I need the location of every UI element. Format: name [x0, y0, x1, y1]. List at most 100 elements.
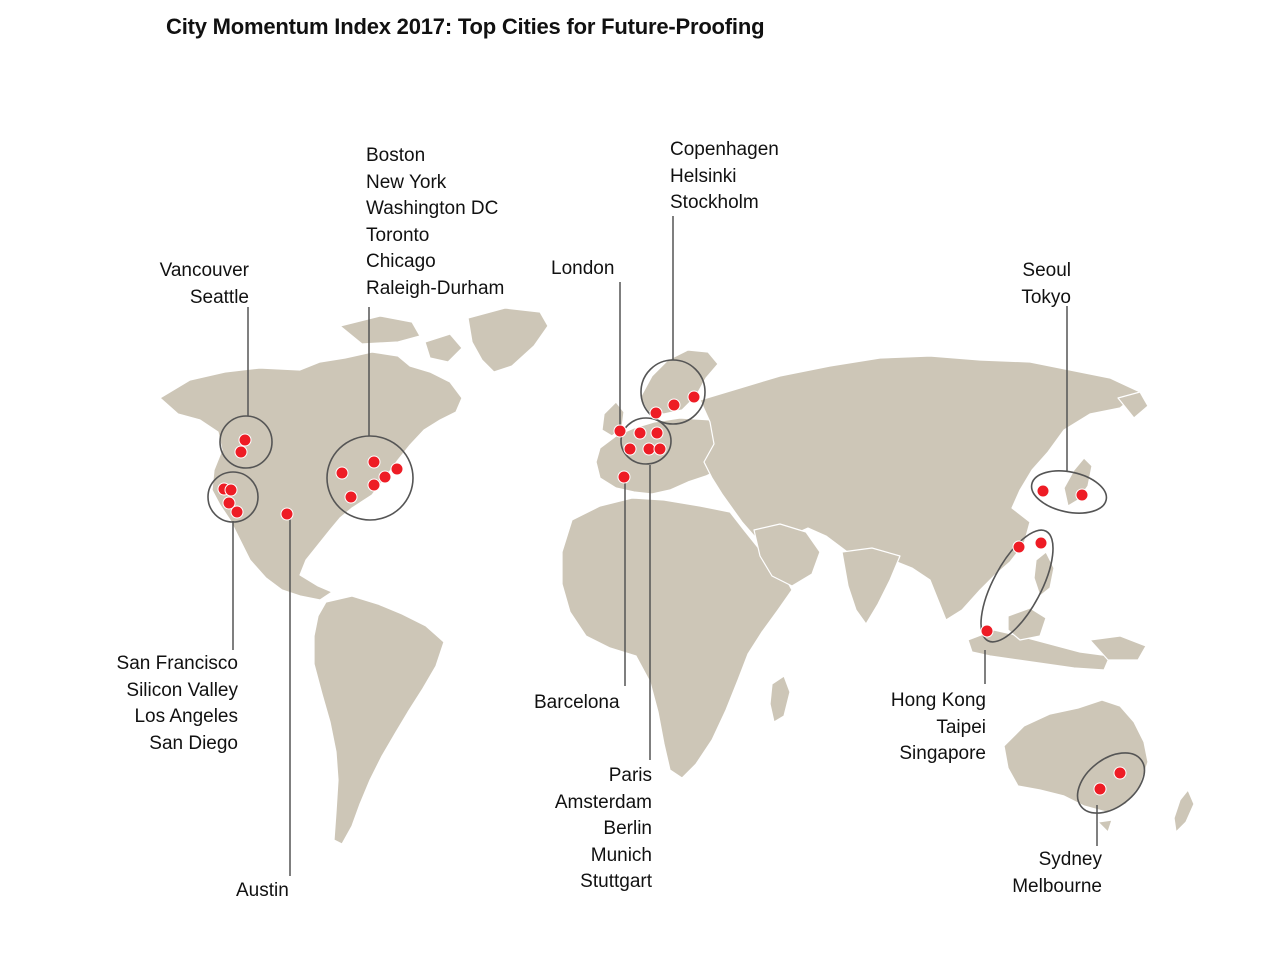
- city-marker: [642, 442, 656, 456]
- city-marker: [1113, 766, 1127, 780]
- label-continental: Paris Amsterdam Berlin Munich Stuttgart: [555, 763, 652, 896]
- city-marker: [667, 398, 681, 412]
- city-marker: [980, 624, 994, 638]
- city-label: Hong Kong: [890, 690, 986, 711]
- city-label: Chicago: [366, 251, 436, 272]
- city-label: Toronto: [366, 224, 430, 246]
- city-marker: [1075, 488, 1089, 502]
- label-se-asia: Hong Kong Taipei Singapore: [891, 688, 986, 768]
- label-nordic: Copenhagen Helsinki Stockholm: [670, 137, 779, 217]
- city-marker: [1093, 782, 1107, 796]
- city-marker: [230, 505, 244, 519]
- city-label: Amsterdam: [554, 791, 652, 813]
- label-barcelona: Barcelona: [534, 690, 620, 717]
- city-marker: [344, 490, 358, 504]
- borneo: [1007, 607, 1047, 641]
- city-marker: [650, 426, 664, 440]
- city-label: San Francisco: [116, 653, 238, 674]
- tasmania: [1097, 819, 1113, 833]
- baffin: [424, 333, 463, 363]
- greenland: [467, 307, 549, 373]
- city-marker: [613, 424, 627, 438]
- kamchatka: [1117, 391, 1149, 419]
- north-america: [159, 351, 463, 601]
- cluster-ellipse: [980, 529, 1054, 643]
- city-label: Seattle: [189, 286, 249, 308]
- city-label: Tokyo: [1021, 286, 1071, 308]
- city-marker: [224, 483, 238, 497]
- city-marker: [378, 470, 392, 484]
- south-america: [313, 595, 445, 845]
- city-label: Silicon Valley: [126, 679, 238, 701]
- city-label: Copenhagen: [670, 139, 779, 160]
- new-guinea: [1089, 635, 1147, 661]
- japan: [1063, 457, 1093, 507]
- label-east-asia: Seoul Tokyo: [1021, 258, 1071, 311]
- city-marker: [623, 442, 637, 456]
- leader-lines: [232, 216, 1098, 876]
- city-label: Austin: [236, 880, 289, 901]
- label-east-na: Boston New York Washington DC Toronto Chicag…: [366, 143, 504, 302]
- city-marker: [390, 462, 404, 476]
- city-label: Sydney: [1038, 849, 1102, 870]
- city-marker: [687, 390, 701, 404]
- arctic-islands: [339, 315, 421, 345]
- city-label: Stuttgart: [580, 871, 652, 892]
- city-markers: [217, 390, 1127, 796]
- city-label: Paris: [608, 765, 652, 786]
- cluster-ellipse: [1076, 752, 1146, 814]
- city-label: San Diego: [149, 732, 238, 754]
- city-label: Washington DC: [366, 198, 499, 219]
- city-marker: [367, 455, 381, 469]
- city-marker: [1012, 540, 1026, 554]
- cluster-ellipse: [1030, 470, 1108, 514]
- city-label: Munich: [590, 844, 652, 866]
- city-marker: [222, 496, 236, 510]
- city-marker: [238, 433, 252, 447]
- city-label: Boston: [366, 145, 426, 166]
- asia: [699, 355, 1141, 621]
- city-marker: [234, 445, 248, 459]
- new-zealand: [1173, 789, 1195, 833]
- landmass: [159, 307, 1195, 845]
- cluster-ellipse: [326, 435, 414, 521]
- india: [841, 547, 901, 625]
- city-label: Helsinki: [670, 165, 737, 187]
- cluster-ellipse: [640, 359, 706, 425]
- cluster-ellipse: [219, 415, 273, 469]
- city-marker: [367, 478, 381, 492]
- city-marker: [1034, 536, 1048, 550]
- city-label: Taipei: [936, 716, 986, 738]
- city-marker: [653, 442, 667, 456]
- city-marker: [649, 406, 663, 420]
- cluster-ellipse: [620, 417, 672, 465]
- cluster-ellipse: [207, 471, 259, 523]
- label-australia: Sydney Melbourne: [1012, 847, 1102, 900]
- city-marker: [617, 470, 631, 484]
- city-label: Berlin: [603, 818, 652, 839]
- city-label: Stockholm: [670, 192, 759, 213]
- label-california: San Francisco Silicon Valley Los Angeles Sa…: [117, 651, 238, 757]
- australia: [1003, 699, 1149, 813]
- arabia: [753, 523, 821, 587]
- cluster-ellipses: [207, 359, 1146, 814]
- madagascar: [769, 675, 791, 723]
- city-label: London: [551, 258, 615, 279]
- city-label: New York: [366, 171, 447, 193]
- city-marker: [633, 426, 647, 440]
- city-label: Singapore: [899, 743, 986, 764]
- city-label: Barcelona: [534, 692, 620, 713]
- city-marker: [280, 507, 294, 521]
- city-label: Melbourne: [1012, 875, 1102, 897]
- city-label: Vancouver: [159, 260, 249, 281]
- map-title: City Momentum Index 2017: Top Cities for…: [166, 14, 765, 39]
- city-marker: [335, 466, 349, 480]
- city-label: Seoul: [1022, 260, 1071, 281]
- label-austin: Austin: [236, 878, 289, 905]
- africa: [561, 497, 793, 779]
- city-marker: [1036, 484, 1050, 498]
- philippines: [1033, 551, 1055, 597]
- city-label: Los Angeles: [134, 706, 238, 727]
